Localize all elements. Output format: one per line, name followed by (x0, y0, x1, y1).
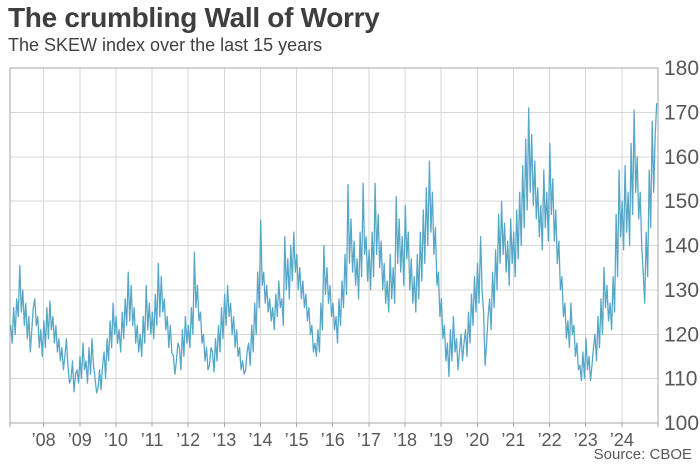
x-axis-label: ’17 (357, 430, 381, 450)
x-axis-label: ’12 (176, 430, 200, 450)
x-axis-label: ’13 (212, 430, 236, 450)
plot-frame (9, 67, 659, 424)
x-axis-label: ’15 (285, 430, 309, 450)
chart-subtitle: The SKEW index over the last 15 years (8, 35, 323, 55)
chart-title: The crumbling Wall of Worry (8, 2, 380, 33)
x-axis-label: ’23 (574, 430, 598, 450)
x-axis-label: ’08 (32, 430, 56, 450)
y-axis-label: 110 (664, 368, 697, 391)
y-axis-label: 120 (664, 323, 699, 346)
x-axis-label: ’16 (321, 430, 345, 450)
x-axis-label: ’24 (610, 430, 634, 450)
y-axis-label: 140 (664, 235, 699, 258)
x-axis-label: ’14 (248, 430, 272, 450)
x-axis-label: ’22 (538, 430, 562, 450)
x-axis-label: ’10 (104, 430, 128, 450)
x-axis-label: ’21 (501, 430, 525, 450)
x-axis-label: ’19 (429, 430, 453, 450)
y-axis-label: 170 (664, 101, 699, 124)
y-axis-label: 180 (664, 57, 699, 80)
y-axis-label: 130 (664, 279, 699, 302)
skew-series-line (10, 102, 658, 394)
source-attribution: Source: CBOE (593, 446, 692, 463)
x-axis-label: ’18 (393, 430, 417, 450)
y-axis-label: 100 (664, 412, 699, 435)
y-axis-label: 160 (664, 146, 699, 169)
x-axis-label: ’20 (465, 430, 489, 450)
x-axis-label: ’09 (68, 430, 92, 450)
x-axis-label: ’11 (141, 430, 164, 450)
y-axis-label: 150 (664, 190, 699, 213)
